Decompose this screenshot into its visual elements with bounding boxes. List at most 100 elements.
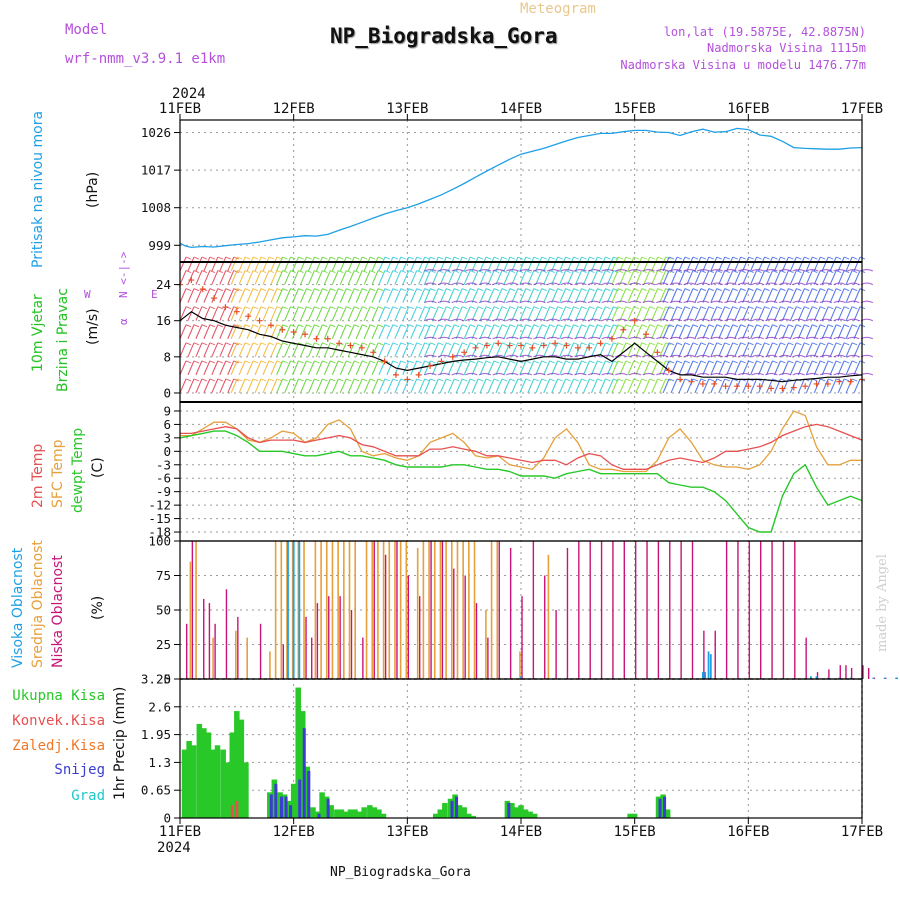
precip-total-bar	[220, 749, 226, 818]
wind-barb	[339, 306, 347, 321]
wind-barb-curl	[710, 354, 724, 358]
wind-barb	[519, 324, 527, 339]
wind-barb-flag	[657, 306, 663, 310]
wind-barb-flag	[201, 256, 208, 260]
wind-barb-flag	[812, 256, 818, 260]
precip-total-bar	[371, 807, 378, 818]
wind-barb	[837, 360, 845, 376]
wind-barb	[292, 360, 300, 376]
cloud-high-bar	[704, 672, 707, 679]
wind-gust-marker	[608, 335, 615, 342]
wind-barb-flag	[438, 324, 444, 328]
wind-barb	[742, 306, 750, 321]
wind-barb-flag	[400, 288, 407, 292]
wind-barb	[527, 324, 535, 339]
wind-barb	[789, 360, 797, 376]
wind-barb-curl	[724, 318, 737, 322]
wind-barb	[686, 288, 694, 303]
wind-barb	[559, 360, 567, 376]
wind-barb-flag	[462, 342, 468, 346]
wind-barb	[773, 306, 781, 321]
wind-barb	[495, 342, 503, 358]
wind-barb-curl	[574, 268, 587, 272]
wind-barb	[635, 378, 643, 394]
wind-barb	[651, 306, 659, 321]
precip-total-bar	[522, 809, 529, 818]
wind-barb-curl	[424, 318, 437, 322]
wind-barb	[227, 256, 235, 272]
wind-barb	[750, 342, 758, 358]
wind-barb-flag	[633, 306, 640, 310]
precip-snow-bar	[317, 813, 321, 818]
wind-barb-flag	[812, 342, 818, 346]
wind-barb-flag	[573, 256, 579, 260]
wind-barb	[254, 342, 262, 358]
wind-barb-curl	[751, 300, 764, 304]
wind-barb-flag	[338, 256, 344, 260]
wind-barb-flag	[424, 256, 430, 260]
cloud-low-bar	[225, 589, 228, 679]
wind-barb-flag	[424, 306, 430, 310]
wind-barb-flag	[617, 324, 624, 328]
wind-barb-curl	[846, 336, 860, 340]
wind-barb	[773, 256, 781, 272]
wind-barb-flag	[276, 324, 283, 328]
wind-barb-flag	[430, 360, 436, 364]
wind-barb-curl	[656, 268, 669, 272]
wind-barb-flag	[424, 324, 430, 328]
wind-barb	[575, 378, 583, 394]
wind-barb-flag	[314, 270, 320, 274]
wind-barb	[371, 324, 379, 339]
wind-barb-flag	[193, 342, 200, 346]
wind-barb	[418, 270, 426, 285]
wind-barb	[805, 256, 813, 272]
wind-barb-curl	[819, 336, 833, 340]
wind-barb-flag	[408, 360, 414, 364]
wind-barb-flag	[740, 342, 746, 346]
wind-barb-curl	[696, 336, 710, 340]
cloud-low-bar	[623, 541, 625, 679]
precip-total-bar	[527, 811, 533, 818]
cloud-low-bar	[566, 547, 569, 679]
wind-barb	[439, 378, 447, 394]
wind-barb-flag	[828, 270, 834, 274]
y-tick-label: -12	[148, 498, 171, 513]
precip-total-bar	[627, 813, 633, 818]
wind-barb	[758, 342, 766, 358]
wind-barb-flag	[330, 306, 336, 310]
wind-barb	[527, 360, 535, 376]
wind-barb	[386, 360, 394, 376]
wind-barb	[742, 256, 750, 272]
wind-barb-flag	[290, 360, 296, 364]
wind-barb-flag	[338, 378, 344, 382]
wind-barb	[742, 324, 750, 339]
wind-barb-curl	[669, 300, 683, 304]
wind-barb	[643, 360, 651, 376]
cloud-mid-bar	[371, 541, 374, 679]
wind-barb	[307, 270, 315, 285]
wind-barb-curl	[465, 282, 478, 286]
watermark: made by Angel	[875, 554, 890, 652]
wind-barb-flag	[700, 360, 707, 364]
wind-barb	[495, 270, 503, 285]
wind-barb	[535, 360, 543, 376]
wind-barb-curl	[437, 268, 451, 272]
wind-barb-flag	[330, 324, 336, 328]
wind-barb	[659, 256, 667, 272]
precip-total-bar	[437, 809, 444, 818]
wind-barb	[307, 360, 315, 376]
wind-barb	[821, 288, 829, 303]
cloud-low-bar	[760, 541, 762, 679]
cloud-high-bar	[298, 541, 301, 679]
wind-barb-flag	[424, 342, 430, 346]
wind-barb-flag	[408, 256, 414, 260]
wind-barb-flag	[185, 306, 192, 310]
wind-barb	[447, 360, 455, 376]
cloud-high-bar	[872, 677, 875, 679]
wind-barb	[590, 270, 598, 285]
wind-barb	[590, 360, 598, 376]
wind-barb-curl	[574, 282, 587, 286]
wind-barb-flag	[756, 270, 762, 274]
wind-barb	[270, 342, 278, 358]
wind-barb	[238, 288, 246, 303]
